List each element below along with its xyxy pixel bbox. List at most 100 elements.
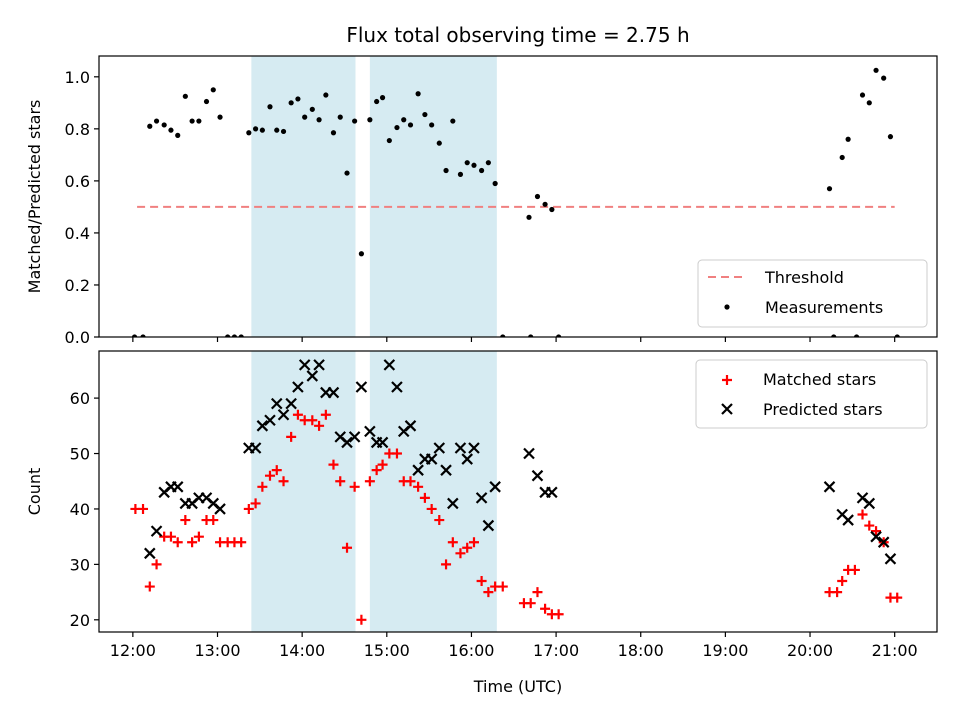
predicted-stars-point-25 (341, 436, 353, 449)
matched-stars-point-50 (483, 587, 494, 598)
top-plot-area (131, 56, 900, 337)
measurements-point-33 (367, 117, 373, 123)
predicted-stars-point-39 (440, 464, 452, 476)
measurements-point-55 (534, 193, 541, 200)
matched-stars-point-1 (138, 503, 149, 514)
matched-stars-point-16 (243, 503, 254, 514)
matched-stars-point-15 (236, 537, 247, 548)
predicted-stars-point-40 (447, 497, 459, 510)
measurements-point-53 (526, 214, 532, 220)
measurements-point-25 (309, 106, 315, 112)
matched-stars-point-25 (307, 415, 318, 426)
matched-stars-point-47 (462, 542, 473, 553)
matched-stars-point-39 (405, 476, 416, 487)
x-tick-label-8: 20:00 (787, 641, 833, 660)
matched-stars-point-6 (172, 537, 183, 548)
matched-stars-point-35 (377, 459, 388, 470)
measurements-point-13 (225, 334, 231, 337)
measurements-point-29 (337, 114, 343, 120)
bottom-series-matched-stars (130, 409, 903, 625)
measurements-point-34 (374, 98, 380, 105)
measurements-point-37 (394, 124, 400, 131)
measurements-point-32 (358, 251, 365, 257)
measurements-point-20 (274, 127, 280, 133)
measurements-point-21 (280, 128, 287, 135)
x-tick-label-9: 21:00 (872, 641, 918, 660)
matched-stars-point-58 (553, 609, 564, 620)
bottom-series-predicted-stars (144, 359, 897, 565)
x-tick-label-4: 16:00 (448, 641, 494, 660)
measurements-point-7 (182, 93, 188, 99)
predicted-stars-point-30 (376, 436, 389, 449)
matched-stars-point-49 (476, 576, 487, 587)
measurements-point-5 (168, 127, 174, 133)
measurements-point-2 (147, 123, 153, 129)
measurements-point-12 (217, 114, 223, 120)
bottom-y-axis-label: Count (25, 468, 44, 516)
matched-stars-point-28 (328, 459, 339, 470)
measurements-point-31 (352, 118, 358, 124)
measurements-point-52 (500, 334, 506, 337)
matched-stars-point-11 (208, 515, 219, 526)
measurements-point-1 (140, 334, 146, 337)
legend-threshold-label: Threshold (764, 268, 844, 287)
x-tick-label-0: 12:00 (110, 641, 156, 660)
top-axes-frame (98, 55, 938, 338)
measurements-point-24 (302, 114, 308, 120)
top-y-tick-label-5: 1.0 (65, 68, 90, 87)
measurements-point-35 (379, 95, 386, 101)
predicted-stars-point-58 (884, 553, 897, 565)
predicted-stars-point-44 (475, 492, 488, 504)
predicted-stars-point-13 (256, 420, 269, 432)
chart-title: Flux total observing time = 2.75 h (346, 23, 689, 47)
predicted-stars-point-31 (383, 359, 396, 371)
top-series-measurements (131, 67, 900, 337)
predicted-stars-point-15 (270, 397, 283, 410)
predicted-stars-point-55 (863, 497, 876, 510)
measurements-point-54 (528, 334, 534, 337)
x-tick-label-1: 13:00 (194, 641, 240, 660)
measurements-point-46 (457, 171, 464, 177)
bottom-y-tick-label-0: 20 (70, 611, 90, 630)
matched-stars-point-40 (413, 481, 424, 492)
predicted-stars-point-45 (482, 519, 495, 532)
predicted-stars-point-57 (877, 536, 890, 548)
measurements-point-0 (131, 334, 138, 337)
predicted-stars-point-51 (823, 481, 836, 493)
predicted-stars-point-10 (214, 503, 226, 515)
predicted-stars-point-50 (546, 486, 558, 499)
measurements-point-60 (831, 334, 837, 337)
matched-stars-point-19 (264, 470, 275, 481)
top-shaded-interval-0 (251, 56, 356, 337)
predicted-stars-point-56 (870, 530, 882, 543)
predicted-stars-point-12 (249, 442, 262, 454)
measurements-point-4 (161, 122, 167, 128)
matched-stars-point-44 (441, 559, 452, 570)
x-tick-label-3: 15:00 (364, 641, 410, 660)
legend-measurements-swatch (724, 304, 730, 310)
matched-stars-point-31 (349, 481, 360, 492)
top-shaded-interval-1 (369, 56, 497, 337)
bottom-y-tick-label-1: 30 (70, 555, 90, 574)
measurements-point-9 (196, 118, 202, 124)
legend-measurements-label: Measurements (765, 298, 883, 317)
matched-stars-point-20 (271, 465, 282, 476)
matched-stars-point-56 (540, 603, 551, 614)
x-tick-label-5: 17:00 (533, 641, 579, 660)
measurements-point-22 (288, 100, 294, 106)
predicted-stars-point-38 (433, 442, 446, 454)
predicted-stars-point-28 (364, 425, 376, 438)
legend-matched-swatch (722, 375, 732, 385)
top-y-tick-label-4: 0.8 (65, 120, 90, 139)
measurements-point-44 (443, 167, 449, 174)
predicted-stars-point-0 (144, 547, 156, 560)
x-tick-label-7: 19:00 (702, 641, 748, 660)
matched-stars-point-64 (857, 509, 868, 520)
measurements-point-36 (386, 137, 392, 144)
measurements-point-63 (853, 334, 860, 337)
measurements-point-48 (471, 162, 477, 168)
measurements-point-6 (175, 132, 181, 138)
measurements-point-56 (542, 201, 548, 207)
predicted-stars-point-21 (313, 359, 325, 371)
bottom-axes-frame (98, 350, 938, 633)
